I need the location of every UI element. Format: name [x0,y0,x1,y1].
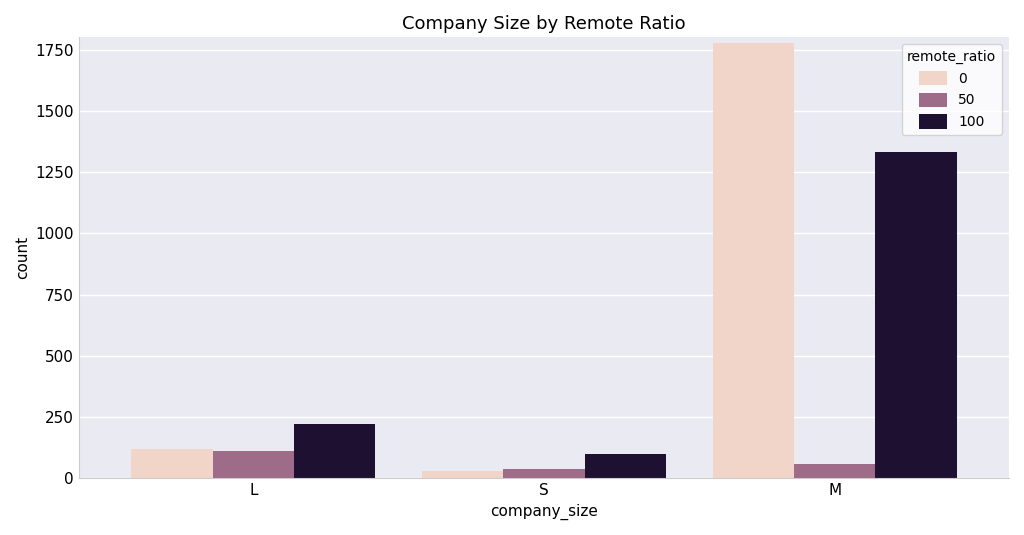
Bar [294,424,376,478]
Y-axis label: count: count [15,236,30,279]
Title: Company Size by Remote Ratio: Company Size by Remote Ratio [402,15,686,33]
Bar [131,449,213,478]
Bar [876,152,956,478]
Legend: 0, 50, 100: 0, 50, 100 [902,44,1002,135]
Bar [503,469,585,478]
Bar [585,454,666,478]
Bar [213,452,294,478]
Bar [422,471,503,478]
X-axis label: company_size: company_size [490,504,598,520]
Bar [713,43,794,478]
Bar [794,464,876,478]
